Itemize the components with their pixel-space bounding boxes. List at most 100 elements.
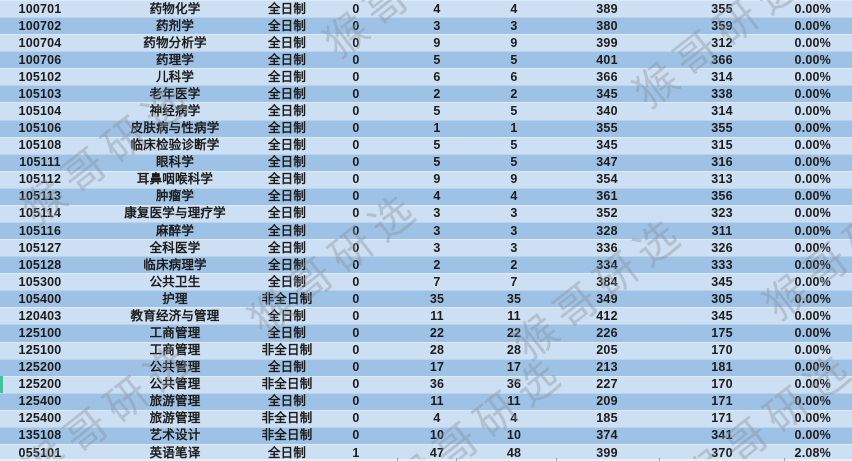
cell-count-c[interactable]: 28: [506, 342, 522, 357]
cell-study-type[interactable]: 全日制: [267, 308, 307, 323]
cell-program-name[interactable]: 旅游管理: [149, 411, 201, 426]
cell-program-name[interactable]: 公共管理: [149, 377, 201, 391]
cell-program-name[interactable]: 全科医学: [149, 240, 201, 255]
cell-count-a[interactable]: 0: [352, 103, 360, 118]
cell-count-b[interactable]: 36: [429, 377, 445, 391]
cell-program-name[interactable]: 皮肤病与性病学: [130, 120, 220, 135]
cell-program-name[interactable]: 康复医学与理疗学: [124, 206, 226, 221]
cell-count-a[interactable]: 0: [352, 86, 360, 101]
cell-count-a[interactable]: 0: [352, 189, 360, 204]
cell-count-c[interactable]: 17: [506, 359, 522, 374]
cell-rate[interactable]: 0.00%: [794, 428, 831, 443]
cell-score-1[interactable]: 185: [596, 411, 618, 426]
cell-count-a[interactable]: 0: [352, 342, 360, 357]
cell-score-1[interactable]: 213: [596, 359, 618, 374]
cell-score-2[interactable]: 316: [711, 154, 733, 169]
cell-score-1[interactable]: 354: [596, 172, 618, 187]
cell-rate[interactable]: 0.00%: [794, 137, 831, 152]
cell-count-c[interactable]: 4: [510, 411, 518, 426]
cell-code[interactable]: 105127: [18, 240, 62, 255]
cell-code[interactable]: 105114: [18, 206, 62, 221]
cell-count-a[interactable]: 1: [352, 445, 360, 460]
cell-count-a[interactable]: 0: [352, 240, 360, 255]
cell-score-1[interactable]: 384: [596, 274, 618, 289]
cell-program-name[interactable]: 神经病学: [149, 103, 201, 118]
cell-score-2[interactable]: 314: [711, 103, 733, 118]
cell-score-2[interactable]: 359: [711, 18, 733, 33]
cell-study-type[interactable]: 全日制: [267, 223, 307, 238]
cell-score-1[interactable]: 399: [596, 35, 618, 50]
cell-code[interactable]: 125200: [18, 359, 62, 374]
cell-rate[interactable]: 0.00%: [794, 308, 831, 323]
cell-study-type[interactable]: 全日制: [267, 154, 307, 169]
cell-count-b[interactable]: 3: [433, 223, 441, 238]
cell-code[interactable]: 105300: [18, 274, 62, 289]
cell-study-type[interactable]: 全日制: [267, 257, 307, 272]
cell-count-a[interactable]: 0: [352, 154, 360, 169]
cell-rate[interactable]: 0.00%: [794, 120, 831, 135]
cell-count-b[interactable]: 28: [429, 342, 445, 357]
cell-count-b[interactable]: 7: [433, 274, 441, 289]
cell-score-1[interactable]: 355: [596, 120, 618, 135]
cell-rate[interactable]: 0.00%: [794, 69, 831, 84]
cell-score-1[interactable]: 389: [596, 1, 618, 16]
cell-count-a[interactable]: 0: [352, 18, 360, 33]
cell-rate[interactable]: 0.00%: [794, 257, 831, 272]
cell-score-2[interactable]: 305: [711, 291, 733, 306]
cell-count-c[interactable]: 3: [510, 18, 518, 33]
cell-score-1[interactable]: 412: [596, 308, 618, 323]
cell-count-b[interactable]: 11: [430, 394, 444, 409]
cell-count-a[interactable]: 0: [352, 206, 360, 221]
cell-count-a[interactable]: 0: [352, 52, 360, 67]
cell-score-2[interactable]: 170: [711, 342, 733, 357]
cell-count-c[interactable]: 9: [510, 35, 518, 50]
cell-count-c[interactable]: 9: [510, 172, 518, 187]
cell-code[interactable]: 125100: [18, 342, 62, 357]
cell-program-name[interactable]: 旅游管理: [149, 394, 201, 409]
cell-count-c[interactable]: 11: [507, 394, 521, 409]
cell-rate[interactable]: 0.00%: [794, 240, 831, 255]
cell-score-2[interactable]: 341: [711, 428, 733, 443]
cell-study-type[interactable]: 全日制: [267, 103, 307, 118]
cell-count-c[interactable]: 3: [510, 240, 518, 255]
cell-code[interactable]: 105106: [18, 120, 62, 135]
cell-program-name[interactable]: 儿科学: [155, 69, 195, 84]
cell-program-name[interactable]: 护理: [162, 291, 188, 306]
cell-count-b[interactable]: 10: [429, 428, 445, 443]
cell-score-2[interactable]: 345: [711, 274, 733, 289]
cell-score-2[interactable]: 323: [711, 206, 733, 221]
cell-program-name[interactable]: 眼科学: [155, 154, 195, 169]
cell-count-c[interactable]: 48: [506, 445, 522, 460]
cell-program-name[interactable]: 临床检验诊断学: [130, 137, 220, 152]
cell-study-type[interactable]: 全日制: [267, 86, 307, 101]
cell-program-name[interactable]: 教育经济与管理: [130, 308, 220, 323]
cell-code[interactable]: 125400: [18, 411, 62, 426]
cell-score-1[interactable]: 334: [596, 257, 618, 272]
cell-program-name[interactable]: 艺术设计: [149, 428, 201, 443]
cell-study-type[interactable]: 全日制: [267, 206, 307, 221]
cell-count-c[interactable]: 4: [510, 1, 518, 16]
cell-study-type[interactable]: 全日制: [267, 274, 307, 289]
cell-code[interactable]: 100701: [18, 1, 62, 16]
cell-code[interactable]: 105112: [18, 172, 62, 187]
cell-code[interactable]: 100702: [18, 18, 62, 33]
cell-rate[interactable]: 0.00%: [794, 223, 831, 238]
cell-study-type[interactable]: 全日制: [267, 52, 307, 67]
cell-program-name[interactable]: 麻醉学: [155, 223, 195, 238]
cell-code[interactable]: 055101: [18, 445, 62, 460]
cell-score-1[interactable]: 401: [596, 52, 618, 67]
cell-program-name[interactable]: 临床病理学: [143, 257, 207, 272]
cell-count-a[interactable]: 0: [352, 69, 360, 84]
cell-score-2[interactable]: 315: [711, 137, 733, 152]
cell-study-type[interactable]: 全日制: [267, 69, 307, 84]
cell-code[interactable]: 135108: [18, 428, 62, 443]
cell-count-b[interactable]: 5: [433, 154, 441, 169]
cell-code[interactable]: 120403: [18, 308, 62, 323]
cell-score-1[interactable]: 345: [596, 86, 618, 101]
cell-code[interactable]: 105108: [18, 137, 62, 152]
cell-count-b[interactable]: 22: [429, 325, 445, 340]
cell-count-a[interactable]: 0: [352, 137, 360, 152]
cell-study-type[interactable]: 全日制: [267, 325, 307, 340]
cell-study-type[interactable]: 全日制: [267, 137, 307, 152]
cell-count-b[interactable]: 5: [433, 137, 441, 152]
